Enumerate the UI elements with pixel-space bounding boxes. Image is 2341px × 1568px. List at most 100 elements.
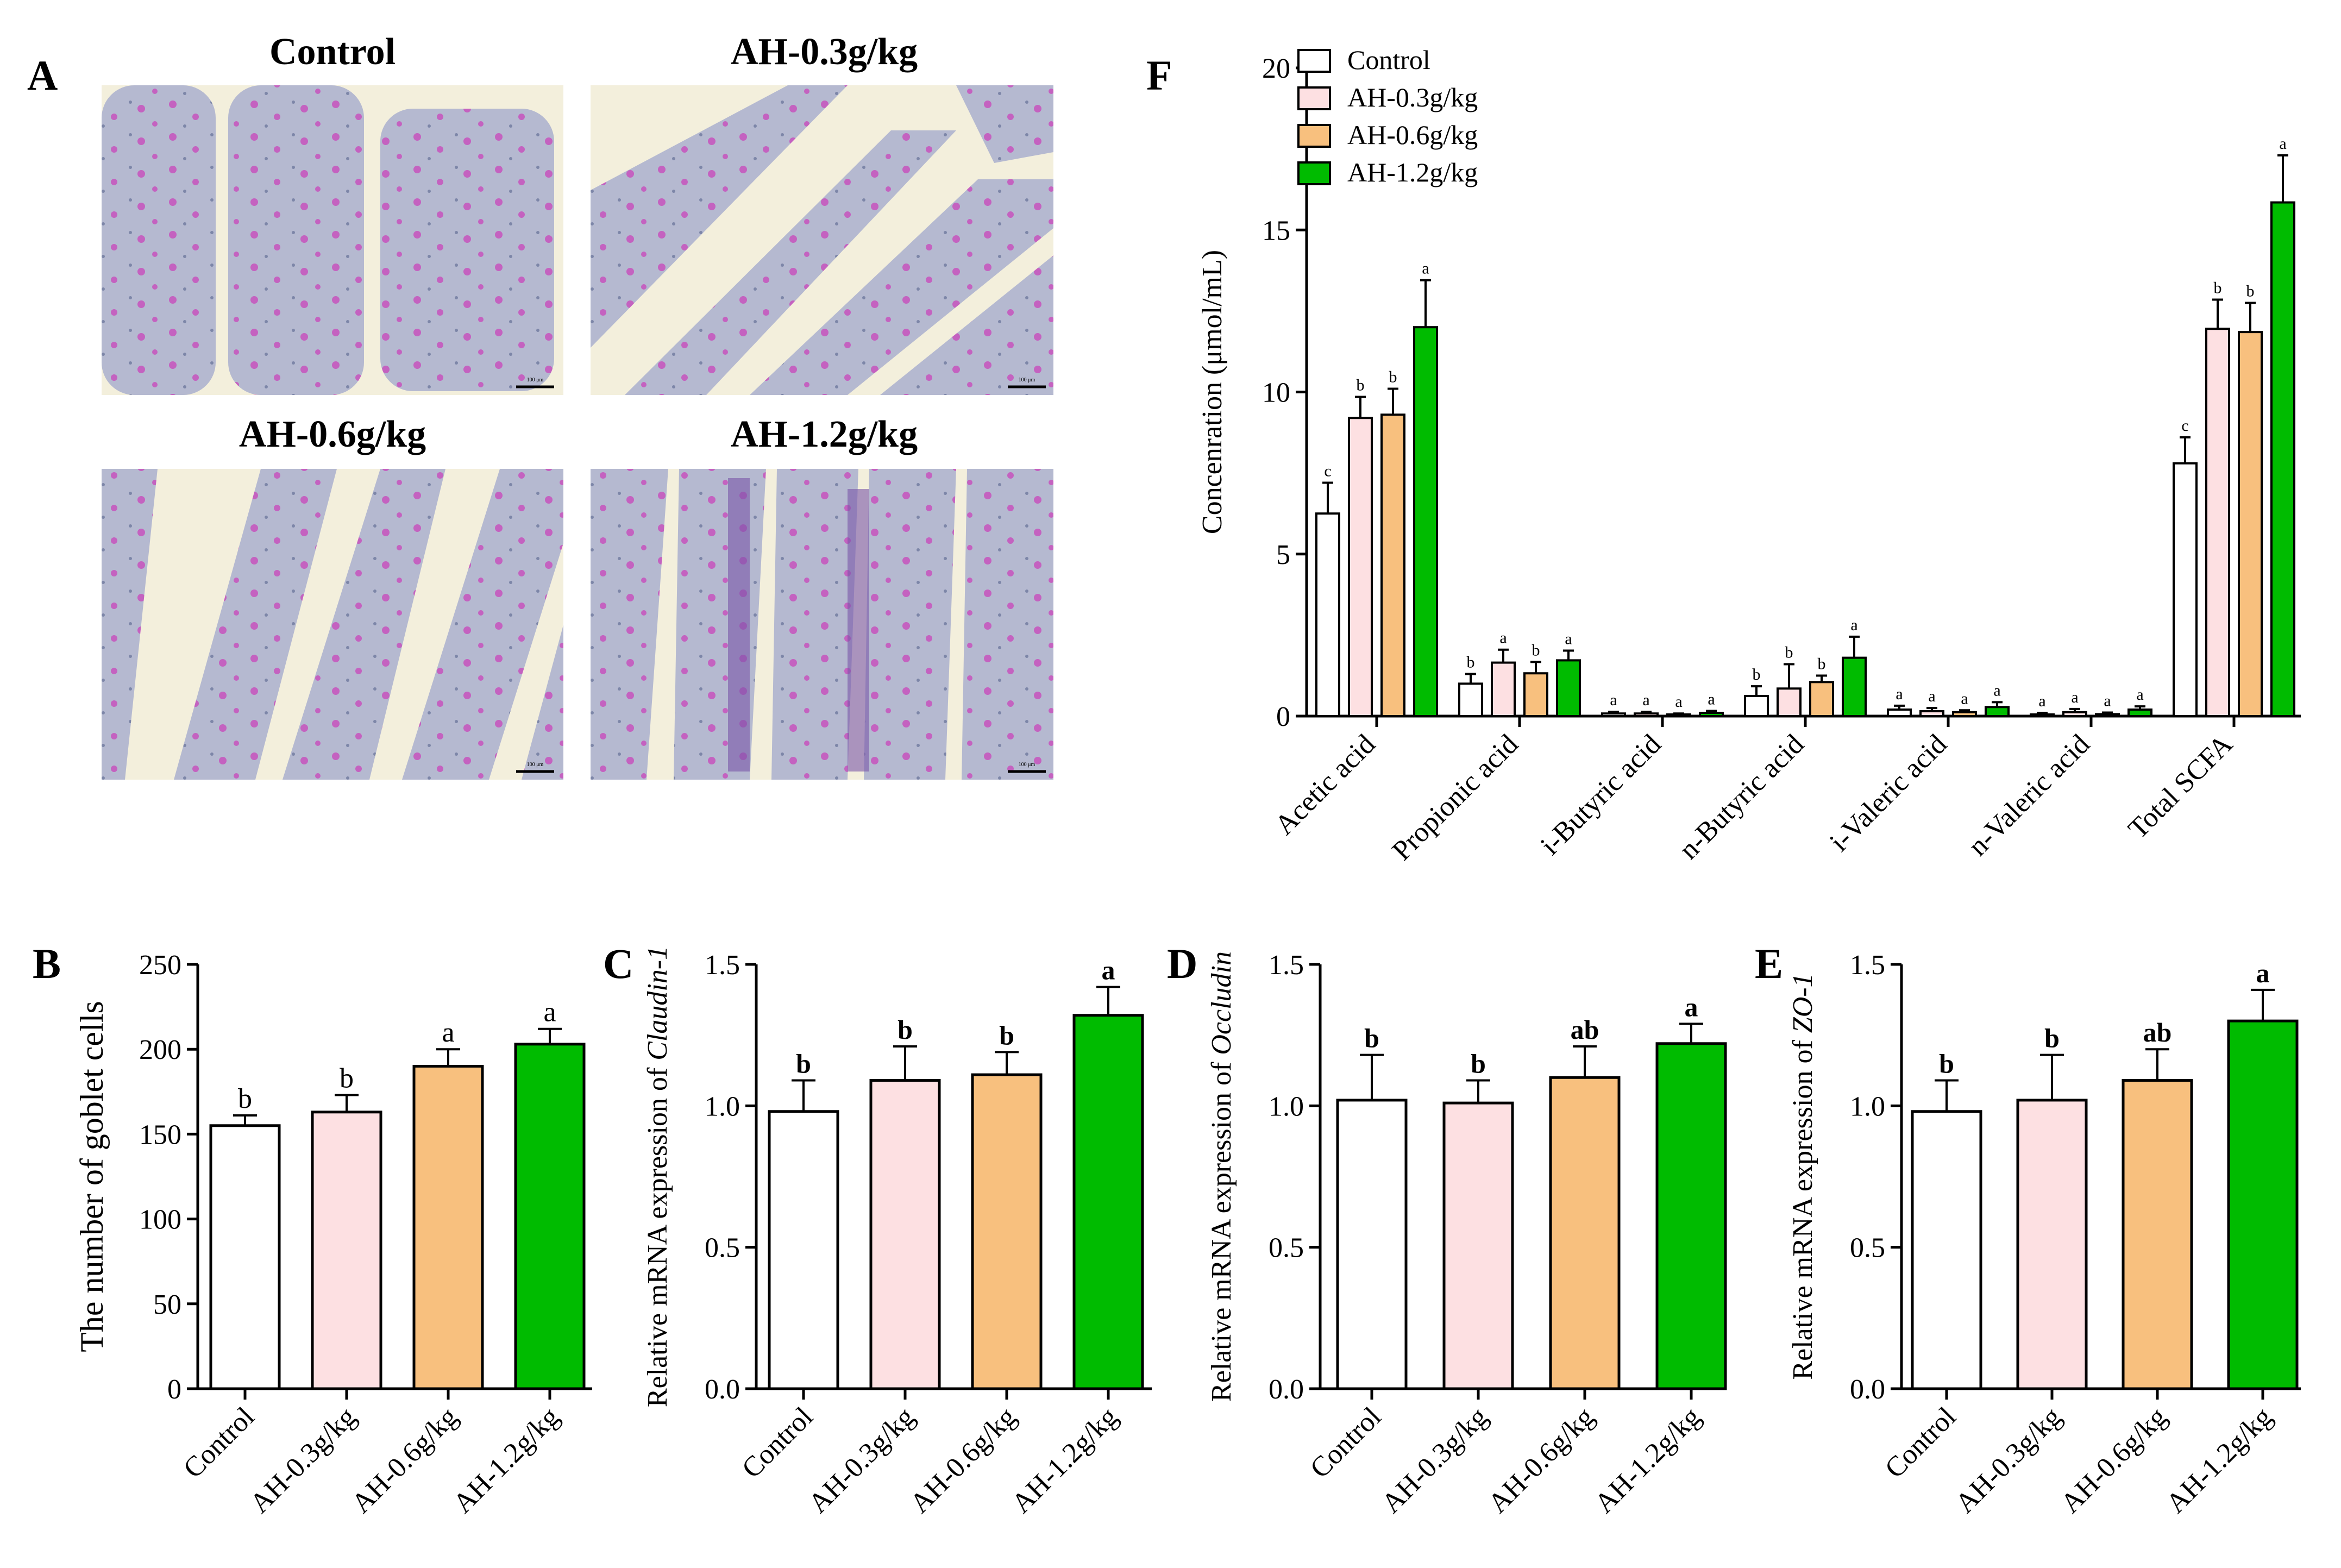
scale-bar-label: 100 μm — [1019, 762, 1035, 768]
scale-bar-label: 100 μm — [527, 377, 544, 383]
significance-letter: a — [1685, 992, 1698, 1022]
bar — [1413, 326, 1438, 717]
significance-letter: b — [340, 1063, 354, 1094]
x-tick-label: AH-0.6g/kg — [1482, 1401, 1600, 1519]
bar — [2173, 462, 2198, 717]
legend-label: Control — [1347, 45, 1430, 75]
bar — [1842, 656, 1867, 718]
bar — [514, 1043, 586, 1390]
scale-bar-label: 100 μm — [1019, 377, 1035, 383]
micrograph-villi — [591, 85, 1053, 395]
x-tick-label: AH-0.3g/kg — [244, 1401, 362, 1519]
panel-letter-b: B — [33, 940, 61, 987]
y-axis-title: Relative mRNA expression of Claudin-1 — [642, 946, 673, 1407]
micrograph-villi — [102, 469, 563, 780]
significance-letter: a — [1850, 616, 1857, 634]
significance-letter: b — [1471, 1048, 1486, 1078]
significance-letter: a — [442, 1017, 454, 1048]
y-tick-label: 250 — [139, 950, 181, 981]
micrograph-villi — [591, 469, 1053, 780]
panel-a-micrographs: Control 100 μm AH-0.3g/kg 100 μm — [102, 31, 1053, 780]
x-tick-label: AH-0.6g/kg — [2055, 1401, 2173, 1519]
bar — [209, 1124, 281, 1390]
significance-letter: a — [1993, 681, 2000, 699]
x-tick-label: i-Valeric acid — [1824, 729, 1953, 857]
legend-swatch — [1297, 124, 1331, 148]
chart-scfa-concentration: 0 5 10 15 20 c b b a Acetic acid b a b a Propionic aci… — [1197, 45, 2301, 867]
y-axis-title-gene: Claudin-1 — [642, 946, 673, 1061]
bar — [1523, 672, 1548, 717]
significance-letter: a — [1102, 955, 1115, 986]
x-tick-label: AH-0.3g/kg — [1376, 1401, 1493, 1519]
bar — [1952, 711, 1977, 718]
significance-letter: a — [2256, 958, 2270, 988]
y-tick-label: 1.0 — [1269, 1091, 1304, 1122]
x-tick-label: Control — [178, 1401, 261, 1484]
bar — [1348, 417, 1373, 717]
y-axis-title-prefix: Relative mRNA expression of — [1206, 1055, 1237, 1402]
bar — [971, 1073, 1043, 1390]
panel-letter-a: A — [27, 52, 58, 99]
legend-swatch — [1297, 49, 1331, 73]
significance-letter: a — [2136, 686, 2143, 704]
y-axis-title: Relative mRNA expression of ZO-1 — [1787, 973, 1818, 1379]
x-tick-label: Total SCFA — [2123, 729, 2239, 845]
micrograph-title: AH-0.6g/kg — [239, 413, 426, 455]
significance-letter: b — [1467, 653, 1475, 671]
y-tick-label: 1.5 — [1850, 950, 1885, 981]
y-tick-label: 5 — [1276, 540, 1290, 570]
x-tick-label: AH-0.3g/kg — [802, 1401, 920, 1519]
x-tick-label: Acetic acid — [1269, 729, 1382, 841]
panel-letter-f: F — [1146, 52, 1172, 99]
bar — [1919, 710, 1944, 717]
significance-letter: a — [1708, 690, 1715, 708]
bar — [1601, 712, 1626, 718]
panel-letter-e: E — [1755, 940, 1783, 987]
x-tick-label: AH-1.2g/kg — [447, 1401, 565, 1519]
y-tick-label: 200 — [139, 1034, 181, 1065]
significance-letter: a — [2279, 135, 2286, 153]
chart-claudin-1: 0.0 0.5 1.0 1.5 b Control b AH-0.3g/kg b AH-0.6g/… — [642, 946, 1152, 1519]
legend-label: AH-0.6g/kg — [1347, 120, 1478, 150]
x-tick-label: AH-0.3g/kg — [1949, 1401, 2067, 1519]
y-tick-label: 0.0 — [1269, 1374, 1304, 1405]
x-tick-label: i-Butyric acid — [1535, 729, 1667, 861]
y-axis-title-gene: ZO-1 — [1787, 973, 1818, 1033]
y-tick-label: 0.0 — [1850, 1374, 1885, 1405]
significance-letter: a — [1896, 685, 1903, 703]
bar — [1666, 713, 1691, 717]
x-tick-label: AH-0.6g/kg — [346, 1401, 463, 1519]
bar — [1777, 687, 1802, 717]
bar — [412, 1064, 484, 1390]
micrograph-ah-1.2: AH-1.2g/kg 100 μm — [591, 413, 1053, 780]
x-tick-label: n-Valeric acid — [1962, 729, 2095, 862]
significance-letter: b — [1753, 666, 1761, 683]
bar — [1655, 1042, 1727, 1390]
y-tick-label: 20 — [1262, 53, 1290, 84]
bar — [1442, 1101, 1514, 1390]
y-tick-label: 0.5 — [705, 1233, 740, 1264]
y-tick-label: 0.5 — [1269, 1233, 1304, 1264]
x-tick-label: n-Butyric acid — [1673, 729, 1810, 865]
x-tick-label: AH-1.2g/kg — [1006, 1401, 1124, 1519]
y-tick-label: 10 — [1262, 378, 1290, 409]
micrograph-villi — [102, 85, 554, 395]
bar — [1315, 512, 1340, 717]
legend-swatch — [1297, 86, 1331, 110]
bar — [2062, 711, 2087, 718]
significance-letter: b — [796, 1048, 811, 1078]
significance-letter: b — [1357, 376, 1365, 394]
y-tick-label: 0 — [167, 1374, 181, 1405]
y-tick-label: 1.5 — [705, 950, 740, 981]
significance-letter: a — [2104, 692, 2111, 710]
panel-letter-d: D — [1167, 940, 1197, 987]
bar — [2122, 1078, 2193, 1390]
bar — [2095, 713, 2120, 718]
x-tick-label: AH-1.2g/kg — [2160, 1401, 2278, 1519]
chart-occludin: 0.0 0.5 1.0 1.5 b Control b AH-0.3g/kg ab AH-0.6g… — [1206, 950, 1727, 1519]
x-tick-label: Propionic acid — [1386, 729, 1524, 867]
legend-label: AH-1.2g/kg — [1347, 157, 1478, 187]
micrograph-ah-0.6: AH-0.6g/kg 100 μm — [102, 413, 563, 780]
bar — [1458, 682, 1483, 717]
x-tick-label: Control — [1879, 1401, 1962, 1484]
